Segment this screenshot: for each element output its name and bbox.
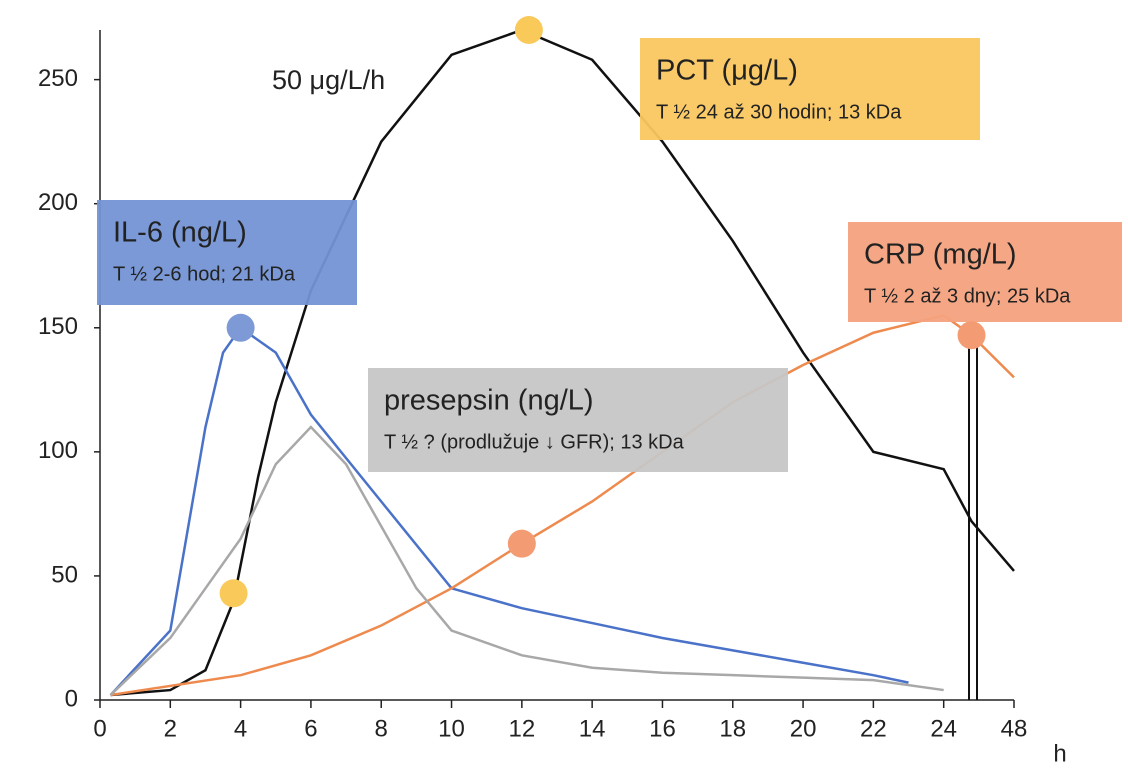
axis-break (968, 330, 978, 700)
label-box-bg (368, 368, 788, 472)
label-box: CRP (mg/L) T ½ 2 až 3 dny; 25 kDa (848, 222, 1122, 322)
label-box: IL-6 (ng/L) T ½ 2-6 hod; 21 kDa (97, 200, 357, 305)
x-tick-label: 12 (508, 715, 535, 742)
label-box-bg (640, 38, 980, 140)
x-tick-label: 0 (93, 715, 106, 742)
x-tick-label: 16 (649, 715, 676, 742)
x-tick-label: 4 (234, 715, 247, 742)
series-line (109, 326, 909, 696)
series-note: T ½ 2-6 hod; 21 kDa (113, 263, 296, 285)
x-axis-label: h (1053, 740, 1066, 767)
x-tick-label: 18 (719, 715, 746, 742)
x-tick-label: 20 (790, 715, 817, 742)
y-tick-label: 50 (51, 561, 78, 588)
series-name: presepsin (ng/L) (384, 385, 594, 417)
x-tick-label: 10 (438, 715, 465, 742)
marker (507, 529, 536, 558)
series-note: T ½ 24 až 30 hodin; 13 kDa (656, 101, 902, 123)
label-box: presepsin (ng/L) T ½ ? (prodlužuje ↓ GFR)… (368, 368, 788, 472)
marker (514, 16, 543, 44)
annotation: 50 μg/L/h (272, 65, 385, 95)
series-line (109, 425, 944, 696)
label-box: PCT (μg/L) T ½ 24 až 30 hodin; 13 kDa (640, 38, 980, 140)
label-box-bg (848, 222, 1122, 322)
series-note: T ½ ? (prodlužuje ↓ GFR); 13 kDa (384, 431, 685, 453)
marker (219, 579, 248, 608)
series-name: PCT (μg/L) (656, 55, 798, 87)
x-tick-label: 6 (304, 715, 317, 742)
marker (957, 321, 986, 350)
label-box-bg (97, 200, 357, 305)
series-line (110, 28, 1015, 697)
y-tick-label: 100 (38, 437, 78, 464)
x-tick-label: 14 (579, 715, 606, 742)
series-note: T ½ 2 až 3 dny; 25 kDa (864, 285, 1071, 307)
marker (226, 313, 255, 342)
y-tick-label: 200 (38, 189, 78, 216)
x-tick-label: 24 (930, 715, 957, 742)
y-tick-label: 150 (38, 313, 78, 340)
x-tick-label: 8 (375, 715, 388, 742)
x-tick-label: 2 (164, 715, 177, 742)
y-tick-label: 0 (65, 685, 78, 712)
y-tick-label: 250 (38, 65, 78, 92)
x-tick-label: 48 (1001, 715, 1028, 742)
series-name: CRP (mg/L) (864, 239, 1017, 271)
series-name: IL-6 (ng/L) (113, 217, 247, 249)
x-tick-label: 22 (860, 715, 887, 742)
